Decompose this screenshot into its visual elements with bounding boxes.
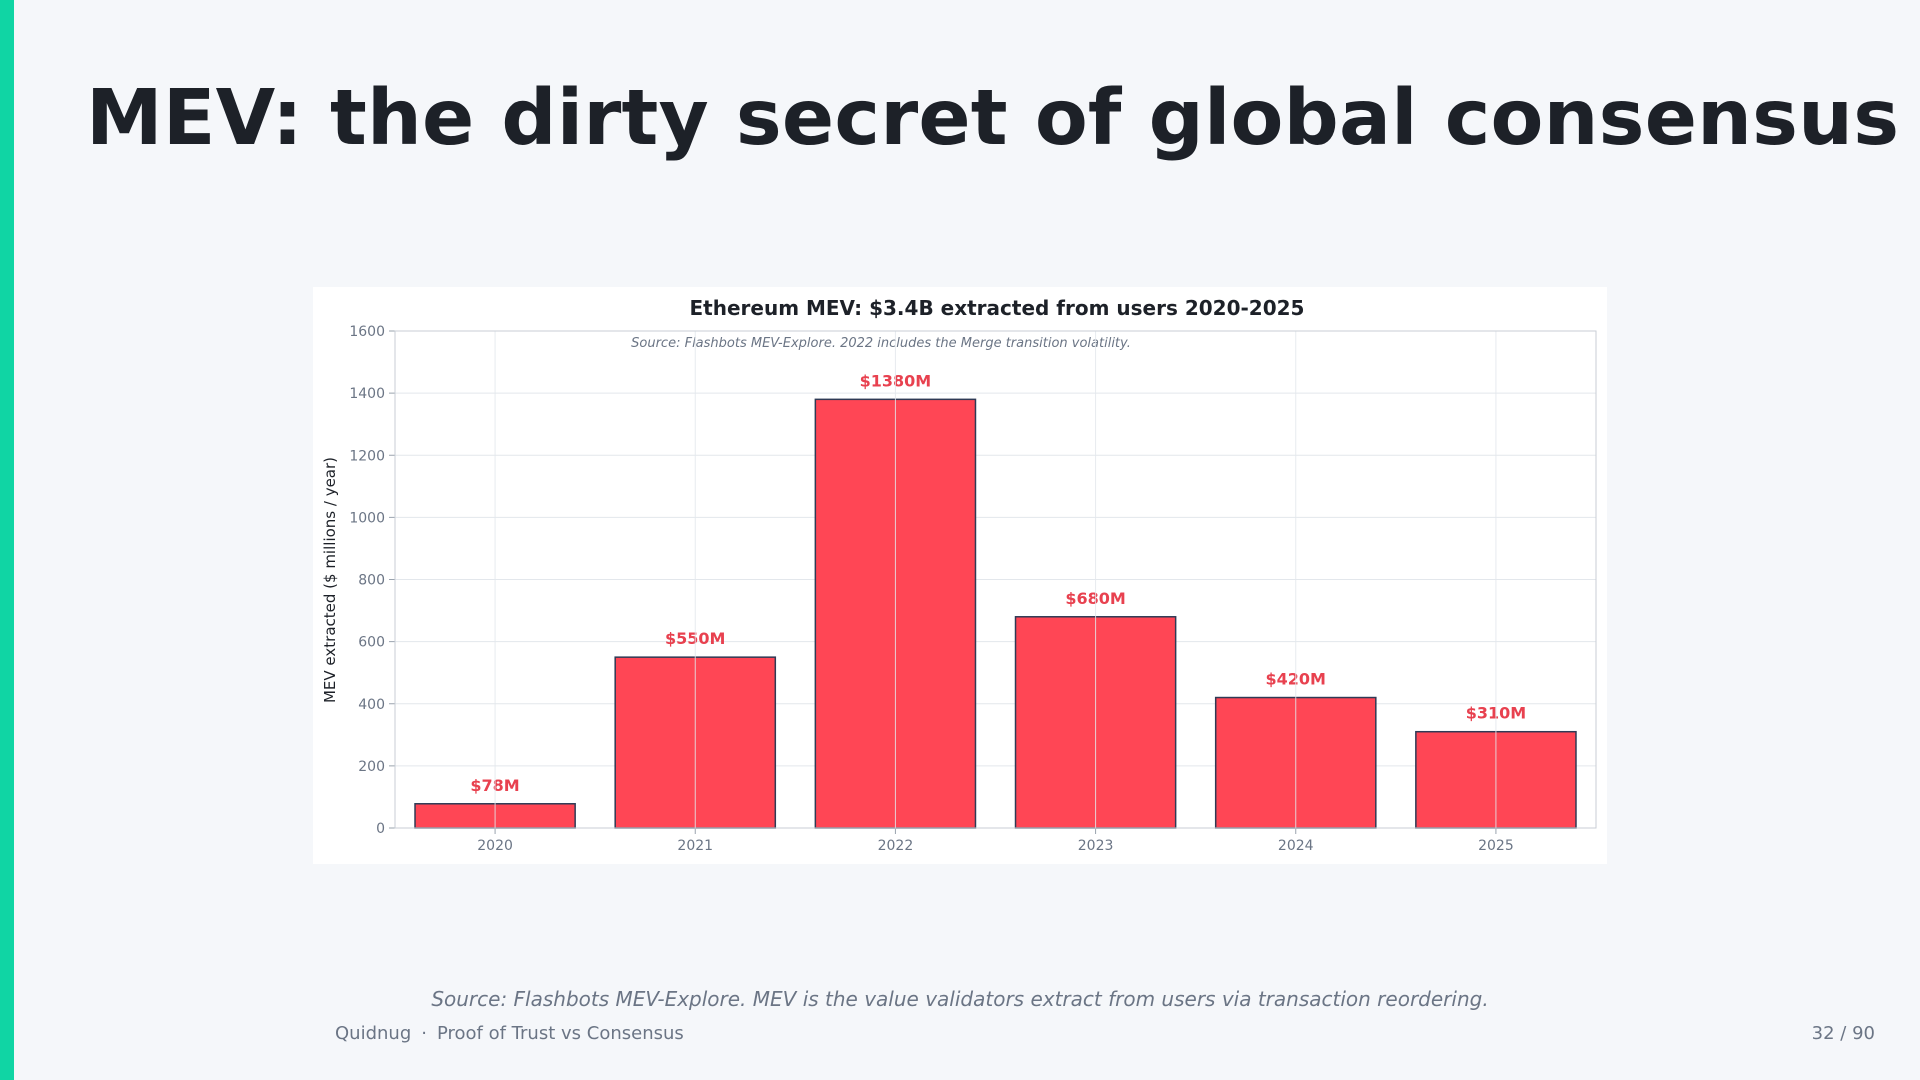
slide-caption: Source: Flashbots MEV-Explore. MEV is th…: [431, 987, 1489, 1011]
footer-left: Quidnug · Proof of Trust vs Consensus: [335, 1023, 684, 1044]
y-tick-label: 0: [376, 821, 385, 837]
bar-chart: Ethereum MEV: $3.4B extracted from users…: [321, 296, 1597, 854]
x-tick-label: 2020: [477, 838, 513, 854]
page-number: 32 / 90: [1811, 1023, 1875, 1044]
x-tick-label: 2025: [1478, 838, 1514, 854]
footer-deck-title: Proof of Trust vs Consensus: [436, 1023, 684, 1044]
footer-separator: ·: [421, 1023, 427, 1044]
y-tick-label: 1400: [349, 386, 385, 402]
y-tick-label: 1600: [349, 324, 385, 340]
chart-subtitle: Source: Flashbots MEV-Explore. 2022 incl…: [631, 336, 1131, 351]
chart-panel: Ethereum MEV: $3.4B extracted from users…: [313, 287, 1607, 864]
x-tick-label: 2022: [878, 838, 914, 854]
y-tick-label: 1200: [349, 448, 385, 464]
x-tick-label: 2023: [1078, 838, 1114, 854]
y-tick-label: 400: [358, 697, 385, 713]
footer-brand: Quidnug: [335, 1023, 412, 1044]
y-tick-label: 600: [358, 635, 385, 651]
y-axis-label: MEV extracted ($ millions / year): [321, 457, 339, 703]
accent-bar: [0, 0, 14, 1080]
y-tick-label: 1000: [349, 510, 385, 526]
x-tick-label: 2021: [677, 838, 713, 854]
x-tick-label: 2024: [1278, 838, 1314, 854]
plot-frame: [394, 330, 1597, 829]
chart-title: Ethereum MEV: $3.4B extracted from users…: [690, 296, 1305, 320]
y-tick-label: 800: [358, 573, 385, 589]
slide-title: MEV: the dirty secret of global consensu…: [86, 74, 1900, 163]
y-tick-label: 200: [358, 759, 385, 775]
